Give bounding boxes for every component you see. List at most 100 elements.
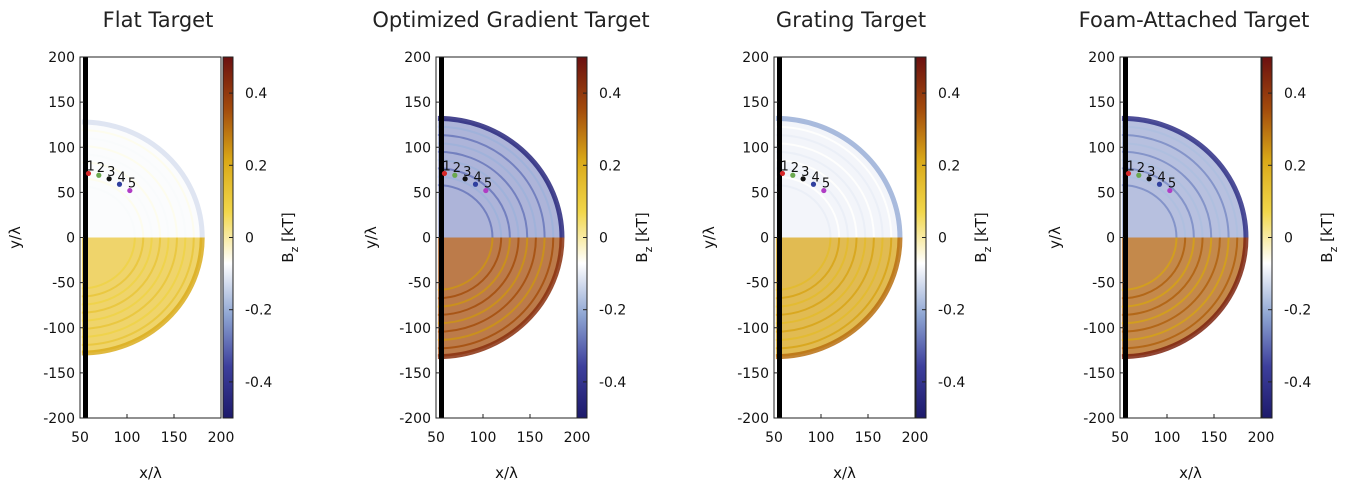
probe-point-5 xyxy=(821,187,827,194)
probe-point-2 xyxy=(452,172,458,178)
colorbar-tick-label: 0 xyxy=(599,231,608,247)
y-tick-label: 0 xyxy=(760,231,769,247)
probe-point-4 xyxy=(810,181,817,187)
field-map xyxy=(437,115,565,360)
probe-point-5 xyxy=(127,187,133,194)
probe-point-1 xyxy=(441,170,448,177)
probe-point-1 xyxy=(779,170,786,177)
x-axis-label: x/λ xyxy=(495,464,518,482)
probe-label-3: 3 xyxy=(463,165,471,180)
colorbar-tick-label: 0 xyxy=(245,231,254,247)
probe-label-4: 4 xyxy=(473,170,481,185)
wave-arc-upper xyxy=(775,159,858,238)
wave-arc-lower xyxy=(775,237,884,341)
probe-label-4: 4 xyxy=(1157,170,1165,185)
y-tick-label: -200 xyxy=(399,411,431,427)
wave-arc-lower xyxy=(437,237,529,325)
probe-point-3 xyxy=(106,176,112,182)
y-tick-label: 50 xyxy=(413,185,431,201)
y-tick-label: -150 xyxy=(399,366,431,382)
probe-label-3: 3 xyxy=(107,165,115,180)
field-map xyxy=(775,115,903,360)
x-tick-label: 100 xyxy=(470,430,497,446)
y-tick-label: 150 xyxy=(48,95,75,111)
y-tick-label: -150 xyxy=(1083,366,1115,382)
wave-arc-upper xyxy=(1121,175,1187,238)
wave-arc-lower xyxy=(1121,237,1178,291)
wave-arc-lower xyxy=(1121,237,1239,350)
field-map xyxy=(81,119,205,356)
y-tick-label: -100 xyxy=(737,321,769,337)
wave-arc-upper xyxy=(81,185,136,238)
colorbar-tick-label: -0.2 xyxy=(245,303,272,319)
probe-label-3: 3 xyxy=(1147,165,1155,180)
wave-arc-upper xyxy=(1121,125,1239,238)
probe-label-2: 2 xyxy=(97,161,105,176)
probe-point-1 xyxy=(85,170,92,177)
probe-label-1: 1 xyxy=(1126,159,1134,174)
y-tick-label: 200 xyxy=(742,50,769,66)
probe-label-1: 1 xyxy=(86,159,94,174)
wave-arc-upper xyxy=(437,125,555,238)
colorbar-tick-label: 0.4 xyxy=(245,86,267,102)
y-tick-label: 0 xyxy=(1106,231,1115,247)
probe-label-4: 4 xyxy=(811,170,819,185)
probe-point-4 xyxy=(116,181,123,187)
y-tick-label: 150 xyxy=(742,95,769,111)
x-tick-label: 150 xyxy=(1201,430,1228,446)
wave-arc-upper xyxy=(437,142,537,238)
wave-arc-lower xyxy=(81,237,145,298)
x-tick-label: 150 xyxy=(517,430,544,446)
wave-arc-upper xyxy=(1121,134,1230,238)
wave-arc-lower xyxy=(81,237,205,356)
x-tick-label: 200 xyxy=(1248,430,1275,446)
colorbar-tick-label: 0.2 xyxy=(599,158,621,174)
probe-label-2: 2 xyxy=(791,161,799,176)
colorbar-label-unit: [kT] xyxy=(633,212,651,246)
x-tick-label: 50 xyxy=(71,430,89,446)
x-tick-label: 200 xyxy=(564,430,591,446)
wave-arc-lower xyxy=(1121,237,1221,333)
y-tick-label: -100 xyxy=(1083,321,1115,337)
y-tick-label: -50 xyxy=(746,276,769,292)
colorbar-tick-label: 0.2 xyxy=(245,158,267,174)
panel-title: Flat Target xyxy=(103,8,214,32)
colorbar-tick-label: 0 xyxy=(938,231,947,247)
wave-arc-upper xyxy=(1121,159,1204,238)
wave-arc-upper xyxy=(1121,142,1221,238)
wave-arc-lower xyxy=(775,237,841,300)
x-tick-label: 50 xyxy=(1111,430,1129,446)
wave-arc-upper xyxy=(81,177,145,238)
probe-label-5: 5 xyxy=(822,177,830,192)
colorbar-tick-label: -0.2 xyxy=(599,303,626,319)
wave-arc-upper xyxy=(81,129,195,238)
probe-label-3: 3 xyxy=(801,165,809,180)
wave-arc-lower xyxy=(775,237,849,308)
wave-arc-lower xyxy=(775,237,832,291)
colorbar-tick-label: 0.4 xyxy=(1284,86,1306,102)
wave-arc-upper xyxy=(775,115,903,238)
wave-arc-upper xyxy=(81,153,170,238)
panel-4: Foam-Attached Target 1 2 3 4 5 200 150 100 50 0 -50… xyxy=(1046,8,1340,482)
wave-arc-lower xyxy=(775,237,893,350)
field-map xyxy=(1121,115,1249,360)
wave-arc-lower xyxy=(1121,237,1213,325)
probe-label-2: 2 xyxy=(1137,161,1145,176)
probe-label-1: 1 xyxy=(442,159,450,174)
wave-arc-lower xyxy=(437,237,555,350)
wave-arc-upper xyxy=(437,167,511,238)
wave-arc-upper xyxy=(775,134,884,238)
y-tick-label: -200 xyxy=(737,411,769,427)
wave-arc-lower xyxy=(437,237,503,300)
wave-arc-upper xyxy=(775,150,867,238)
y-axis-label: y/λ xyxy=(700,226,718,249)
probe-point-5 xyxy=(483,187,489,194)
wave-arc-upper xyxy=(437,175,503,238)
y-tick-label: 100 xyxy=(1088,140,1115,156)
wave-arc-lower xyxy=(81,237,195,346)
y-tick-label: 50 xyxy=(1097,185,1115,201)
wave-arc-upper xyxy=(437,150,529,238)
colorbar-label-sub: z xyxy=(642,246,655,252)
y-axis-label: y/λ xyxy=(6,226,24,249)
